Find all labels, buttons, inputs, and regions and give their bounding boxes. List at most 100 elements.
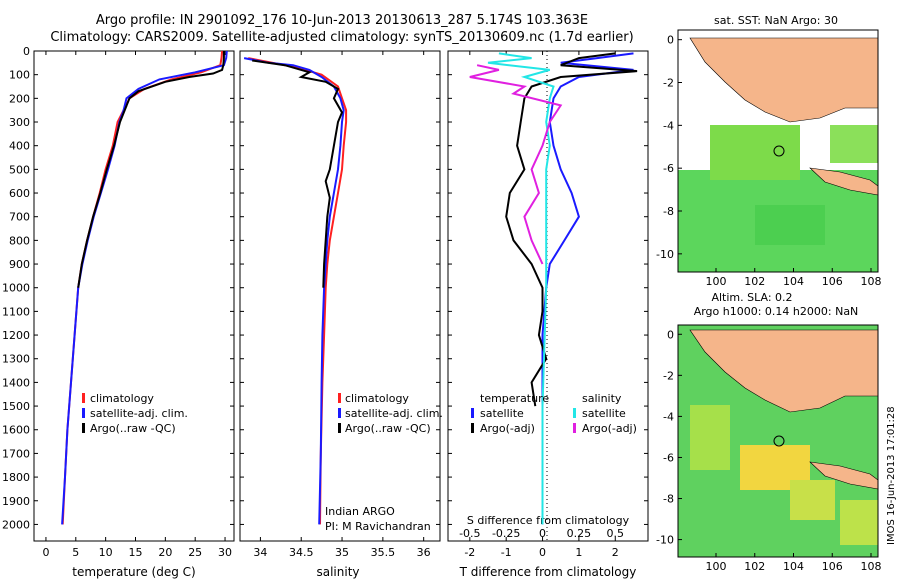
- x-tick-label: 30: [218, 546, 232, 559]
- sla-map-data: [690, 405, 730, 470]
- legend-label-satellite: satellite-adj. clim.: [90, 407, 188, 420]
- legend-swatch-satellite: [82, 408, 85, 418]
- salinity-ticks: 34 34.5 35 35.5 36: [240, 50, 440, 559]
- y-tick-label: 2000: [2, 518, 30, 531]
- salinity-legend: climatology satellite-adj. clim. Argo(..…: [338, 392, 443, 435]
- y-tick-label: 400: [9, 140, 30, 153]
- salinity-xlabel: salinity: [316, 565, 359, 579]
- sla-map-ticks: 0 -2 -4 -6 -8 -10 100 102 104 106 108: [656, 328, 881, 573]
- map-y-tick-label: -8: [663, 493, 674, 506]
- map-y-tick-label: -10: [656, 248, 674, 261]
- legend-swatch-t-argo: [471, 423, 474, 433]
- sst-map-frame: [677, 29, 879, 273]
- x2-tick-label: -0.5: [459, 527, 480, 540]
- map-x-tick-label: 102: [744, 275, 765, 288]
- x2-tick-label: 0: [539, 527, 546, 540]
- temperature-axes-frame: [33, 50, 235, 542]
- x-tick-label: 35: [335, 546, 349, 559]
- legend-swatch-argo: [82, 423, 85, 433]
- y-tick-label: 900: [9, 258, 30, 271]
- sst-map-data: [710, 125, 800, 180]
- legend-swatch-argo: [338, 423, 341, 433]
- sla-map-title-2: Argo h1000: 0.14 h2000: NaN: [694, 305, 859, 318]
- legend-swatch-s-argo: [573, 423, 576, 433]
- y-tick-label: 500: [9, 163, 30, 176]
- x-tick-label: 25: [188, 546, 202, 559]
- x-tick-label: 1: [575, 546, 582, 559]
- map-x-tick-label: 108: [861, 560, 882, 573]
- legend-swatch-satellite: [338, 408, 341, 418]
- y-tick-label: 1700: [2, 447, 30, 460]
- sst-map-title: sat. SST: NaN Argo: 30: [714, 14, 838, 27]
- map-x-tick-label: 100: [706, 275, 727, 288]
- difference-xlabel: T difference from climatology: [459, 565, 637, 579]
- legend-label-argo: Argo(..raw -QC): [90, 422, 176, 435]
- difference-legend-salinity: salinity satellite Argo(-adj): [573, 392, 637, 435]
- map-x-tick-label: 102: [744, 560, 765, 573]
- annotation-program: Indian ARGO: [325, 505, 395, 518]
- x2-tick-label: -0.25: [492, 527, 520, 540]
- legend-title-salinity: salinity: [582, 392, 622, 405]
- map-y-tick-label: -10: [656, 534, 674, 547]
- series-line: [541, 52, 634, 525]
- temperature-xlabel: temperature (deg C): [72, 565, 195, 579]
- legend-label-t-argo: Argo(-adj): [480, 422, 535, 435]
- x-tick-label: -1: [501, 546, 512, 559]
- series-line: [243, 57, 345, 525]
- title-line-2: Climatology: CARS2009. Satellite-adjuste…: [50, 30, 633, 45]
- sla-map-frame: [677, 324, 879, 558]
- difference-lines: [469, 52, 638, 525]
- map-y-tick-label: -2: [663, 369, 674, 382]
- y-tick-label: 800: [9, 234, 30, 247]
- map-y-tick-label: -4: [663, 410, 674, 423]
- map-x-tick-label: 100: [706, 560, 727, 573]
- x-tick-label: 35.5: [371, 546, 396, 559]
- sla-map-data: [790, 480, 835, 520]
- salinity-panel: salinity 34 34.5 35 35.5 36 climatology sate…: [239, 50, 443, 579]
- title-line-1: Argo profile: IN 2901092_176 10-Jun-2013…: [96, 13, 588, 28]
- salinity-axes-frame: [239, 50, 441, 542]
- annotation-pi: PI: M Ravichandran: [325, 520, 431, 533]
- timestamp: IMOS 16-Jun-2013 17:01:28: [886, 406, 897, 545]
- y-tick-label: 1200: [2, 329, 30, 342]
- legend-swatch-climatology: [82, 393, 85, 403]
- legend-label-argo: Argo(..raw -QC): [345, 422, 431, 435]
- y-tick-label: 600: [9, 187, 30, 200]
- legend-label-s-satellite: satellite: [582, 407, 626, 420]
- legend-swatch-s-satellite: [573, 408, 576, 418]
- salinity-lines: [243, 57, 348, 525]
- difference-axes-frame: [447, 50, 649, 542]
- sla-argo-position: [773, 435, 785, 447]
- map-y-tick-label: 0: [667, 34, 674, 47]
- y-tick-label: 100: [9, 69, 30, 82]
- legend-label-climatology: climatology: [90, 392, 154, 405]
- series-line: [252, 59, 344, 288]
- temperature-lines: [61, 50, 228, 525]
- map-y-tick-label: -8: [663, 205, 674, 218]
- y-tick-label: 1000: [2, 282, 30, 295]
- x-tick-label: -2: [464, 546, 475, 559]
- y-tick-label: 1600: [2, 424, 30, 437]
- sla-map-title-1: Altim. SLA: 0.2: [711, 291, 792, 304]
- difference-x2label: S difference from climatology: [467, 514, 630, 527]
- y-tick-label: 300: [9, 116, 30, 129]
- y-tick-label: 1900: [2, 495, 30, 508]
- series-line: [469, 64, 563, 265]
- map-y-tick-label: -4: [663, 119, 674, 132]
- map-y-tick-label: 0: [667, 328, 674, 341]
- map-x-tick-label: 106: [822, 275, 843, 288]
- y-tick-label: 1300: [2, 353, 30, 366]
- x-tick-label: 20: [158, 546, 172, 559]
- series-line: [61, 50, 228, 525]
- x-tick-label: 5: [72, 546, 79, 559]
- legend-label-climatology: climatology: [345, 392, 409, 405]
- series-line: [61, 50, 224, 525]
- x-tick-label: 10: [99, 546, 113, 559]
- sst-map-ticks: 0 -2 -4 -6 -8 -10 100 102 104 106 108: [656, 34, 881, 288]
- map-x-tick-label: 104: [783, 275, 804, 288]
- map-x-tick-label: 104: [783, 560, 804, 573]
- y-tick-label: 0: [23, 45, 30, 58]
- sst-map-data: [755, 205, 825, 245]
- series-line: [248, 57, 348, 525]
